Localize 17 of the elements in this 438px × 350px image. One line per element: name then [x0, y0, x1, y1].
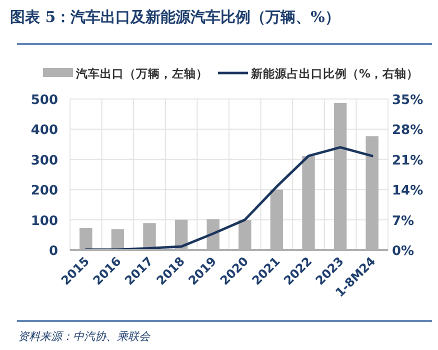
y-tick-label: 500	[30, 93, 58, 108]
y-tick-label: 200	[30, 184, 58, 199]
y2-tick-label: 21%	[392, 153, 424, 168]
y-tick-label: 300	[30, 153, 58, 168]
legend-label: 汽车出口（万辆，左轴）	[75, 66, 208, 80]
y2-tick-label: 28%	[392, 123, 424, 138]
y-tick-label: 0	[48, 244, 58, 259]
y-tick-label: 100	[30, 214, 58, 229]
legend-label: 新能源占出口比例（%，右轴）	[250, 66, 419, 80]
y2-tick-label: 14%	[392, 184, 424, 199]
text: 资料来源：中汽协、乘联会	[18, 330, 151, 343]
y-tick-label: 400	[30, 123, 58, 138]
chart-title: 图表 5：汽车出口及新能源汽车比例（万辆、%）	[10, 8, 340, 26]
line-series	[84, 146, 374, 251]
y2-tick-label: 35%	[392, 93, 424, 108]
y2-tick-label: 7%	[392, 214, 414, 229]
y2-tick-label: 0%	[392, 244, 414, 259]
